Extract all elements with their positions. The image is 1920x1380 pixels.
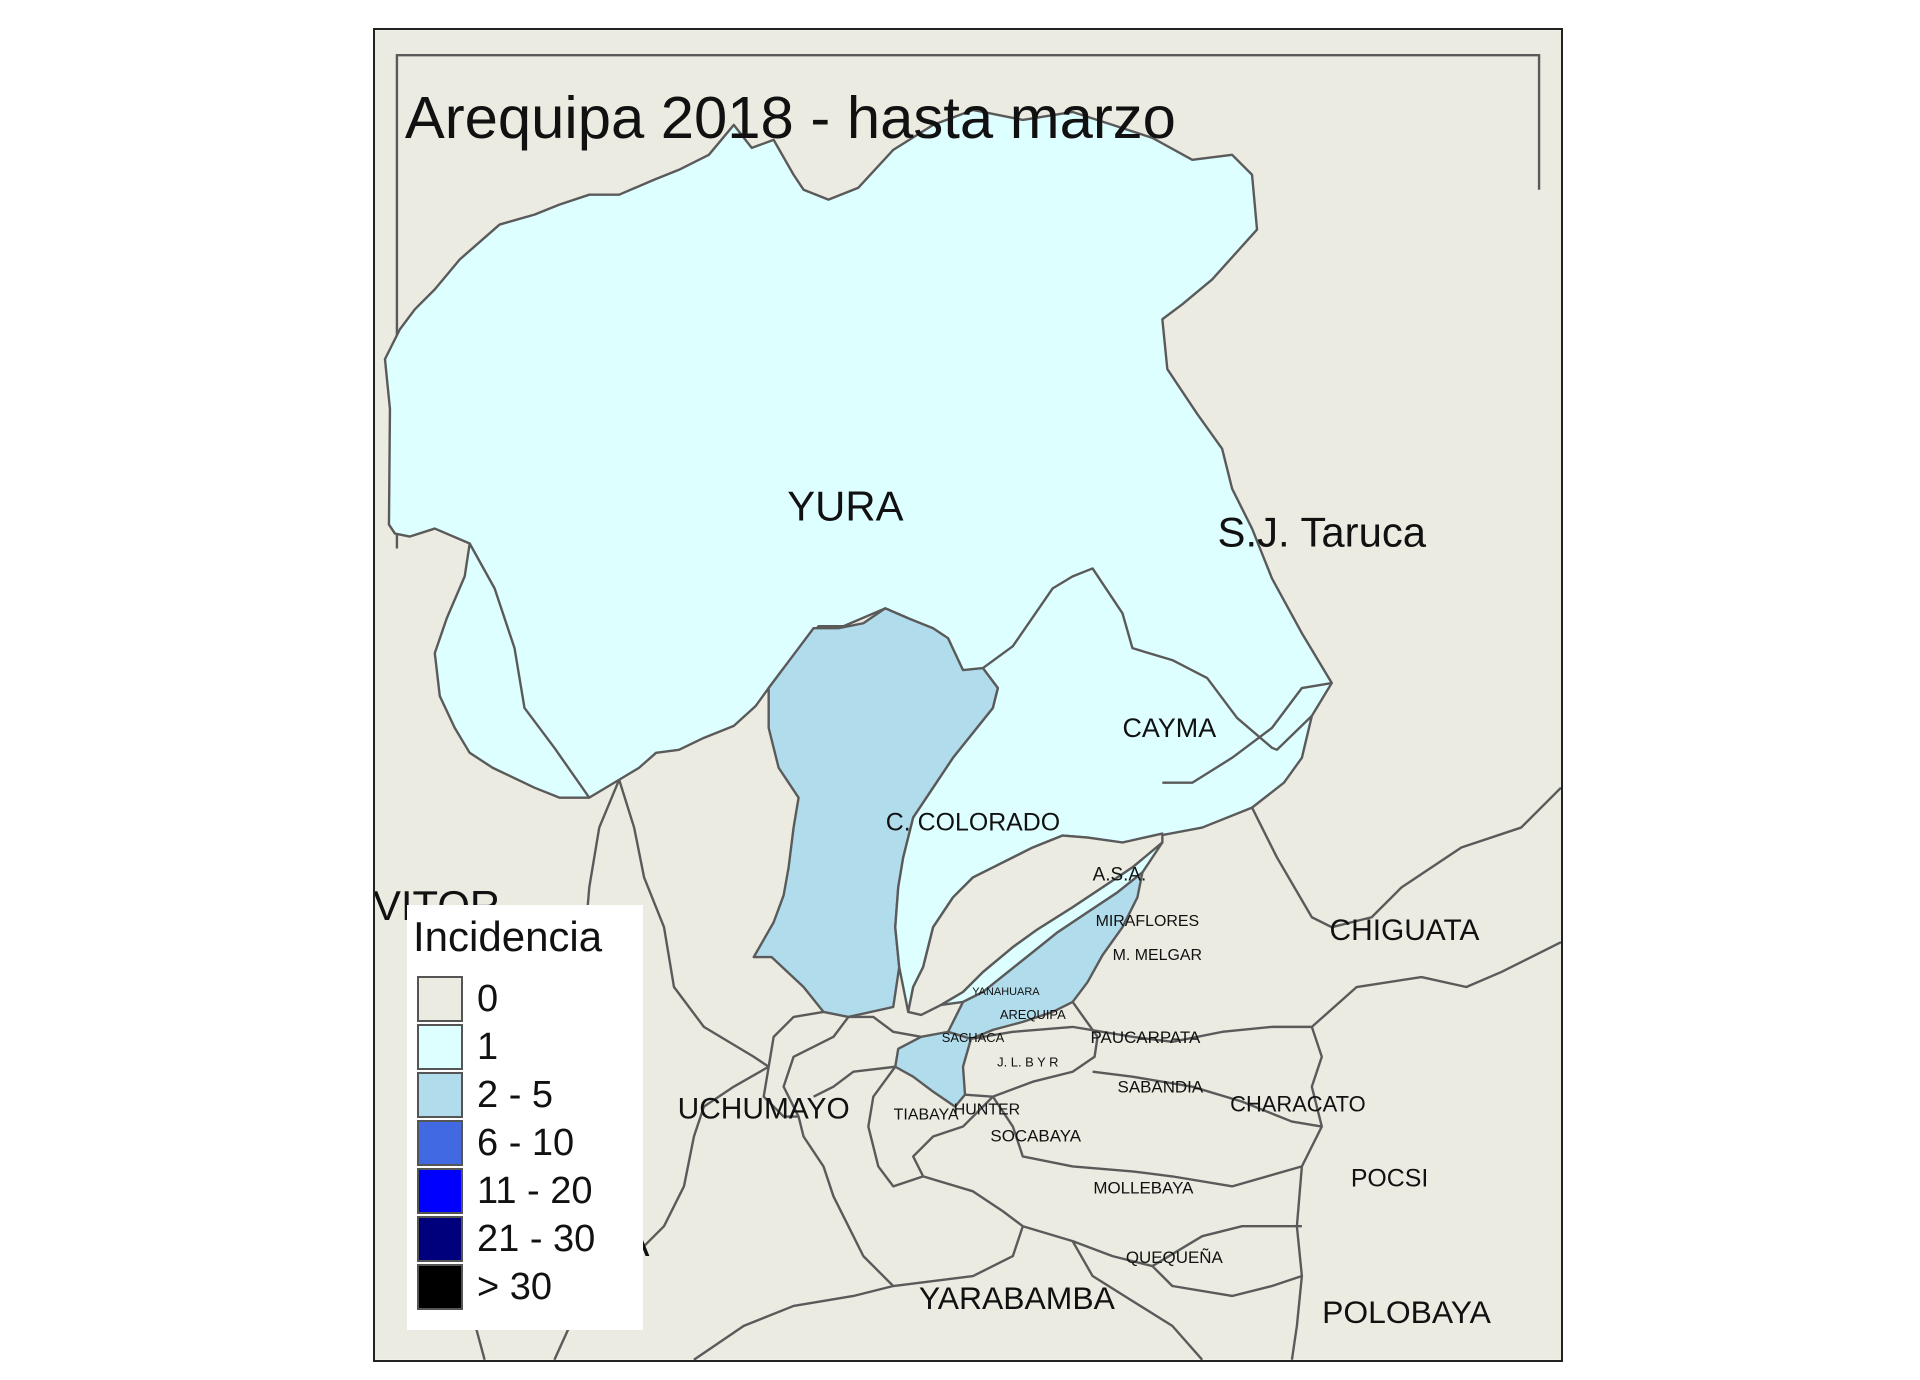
label-uchumayo: UCHUMAYO — [678, 1093, 850, 1126]
label-miraflores: MIRAFLORES — [1096, 913, 1200, 930]
legend-item: 11 - 20 — [417, 1167, 592, 1215]
legend-label: 21 - 30 — [477, 1217, 596, 1260]
legend-swatch — [417, 1024, 463, 1070]
label-pocsi: POCSI — [1351, 1164, 1429, 1192]
legend-label: 2 - 5 — [477, 1073, 554, 1116]
label-yarabamba: YARABAMBA — [919, 1280, 1116, 1316]
legend-swatch — [417, 1216, 463, 1262]
legend-label: 6 - 10 — [477, 1121, 575, 1164]
label-cayma: CAYMA — [1123, 713, 1217, 743]
legend-item: 6 - 10 — [417, 1119, 574, 1167]
legend-swatch — [417, 976, 463, 1022]
label-sj-taruca: S.J. Taruca — [1218, 509, 1427, 556]
label-mollebaya: MOLLEBAYA — [1093, 1178, 1194, 1197]
legend-item: 2 - 5 — [417, 1071, 553, 1119]
legend-item: 0 — [417, 975, 498, 1023]
legend-swatch — [417, 1168, 463, 1214]
neat-line — [395, 53, 1541, 549]
label-tiabaya: TIABAYA — [894, 1107, 959, 1124]
legend-item: 21 - 30 — [417, 1215, 595, 1263]
label-yura: YURA — [787, 483, 903, 530]
label-arequipa: AREQUIPA — [1000, 1007, 1066, 1022]
label-socabaya: SOCABAYA — [990, 1126, 1081, 1145]
district-borders — [433, 542, 1561, 1360]
label-asa: A.S.A. — [1093, 864, 1147, 885]
label-chiguata: CHIGUATA — [1330, 914, 1480, 947]
label-sachaca: SACHACA — [942, 1030, 1005, 1045]
legend-item: > 30 — [417, 1263, 552, 1311]
label-hunter: HUNTER — [954, 1102, 1020, 1119]
legend-item: 1 — [417, 1023, 498, 1071]
legend-label: > 30 — [477, 1265, 553, 1308]
label-polobaya: POLOBAYA — [1322, 1294, 1492, 1330]
label-yanahuara: YANAHUARA — [972, 986, 1040, 998]
label-characato: CHARACATO — [1230, 1092, 1366, 1117]
legend-swatch — [417, 1072, 463, 1118]
legend-label: 1 — [477, 1025, 499, 1068]
label-c-colorado: C. COLORADO — [886, 809, 1060, 837]
legend-swatch — [417, 1120, 463, 1166]
legend: Incidencia 0 1 2 - 5 6 - 10 11 - 20 21 -… — [407, 905, 643, 1330]
district-jlbyr — [894, 1030, 973, 1108]
legend-swatch — [417, 1264, 463, 1310]
legend-label: 11 - 20 — [477, 1169, 593, 1212]
map-frame: Arequipa 2018 - hasta marzo YURA S.J. Ta… — [373, 28, 1563, 1362]
label-sabandia: SABANDIA — [1118, 1078, 1204, 1097]
label-quequena: QUEQUEÑA — [1126, 1247, 1224, 1267]
legend-label: 0 — [477, 977, 499, 1020]
legend-title: Incidencia — [413, 913, 603, 960]
label-jlbyr: J. L. B Y R — [997, 1055, 1058, 1070]
map-title: Arequipa 2018 - hasta marzo — [405, 84, 1176, 151]
label-m-melgar: M. MELGAR — [1113, 947, 1202, 964]
label-paucarpata: PAUCARPATA — [1091, 1028, 1201, 1047]
district-m-melgar — [946, 871, 1144, 1041]
